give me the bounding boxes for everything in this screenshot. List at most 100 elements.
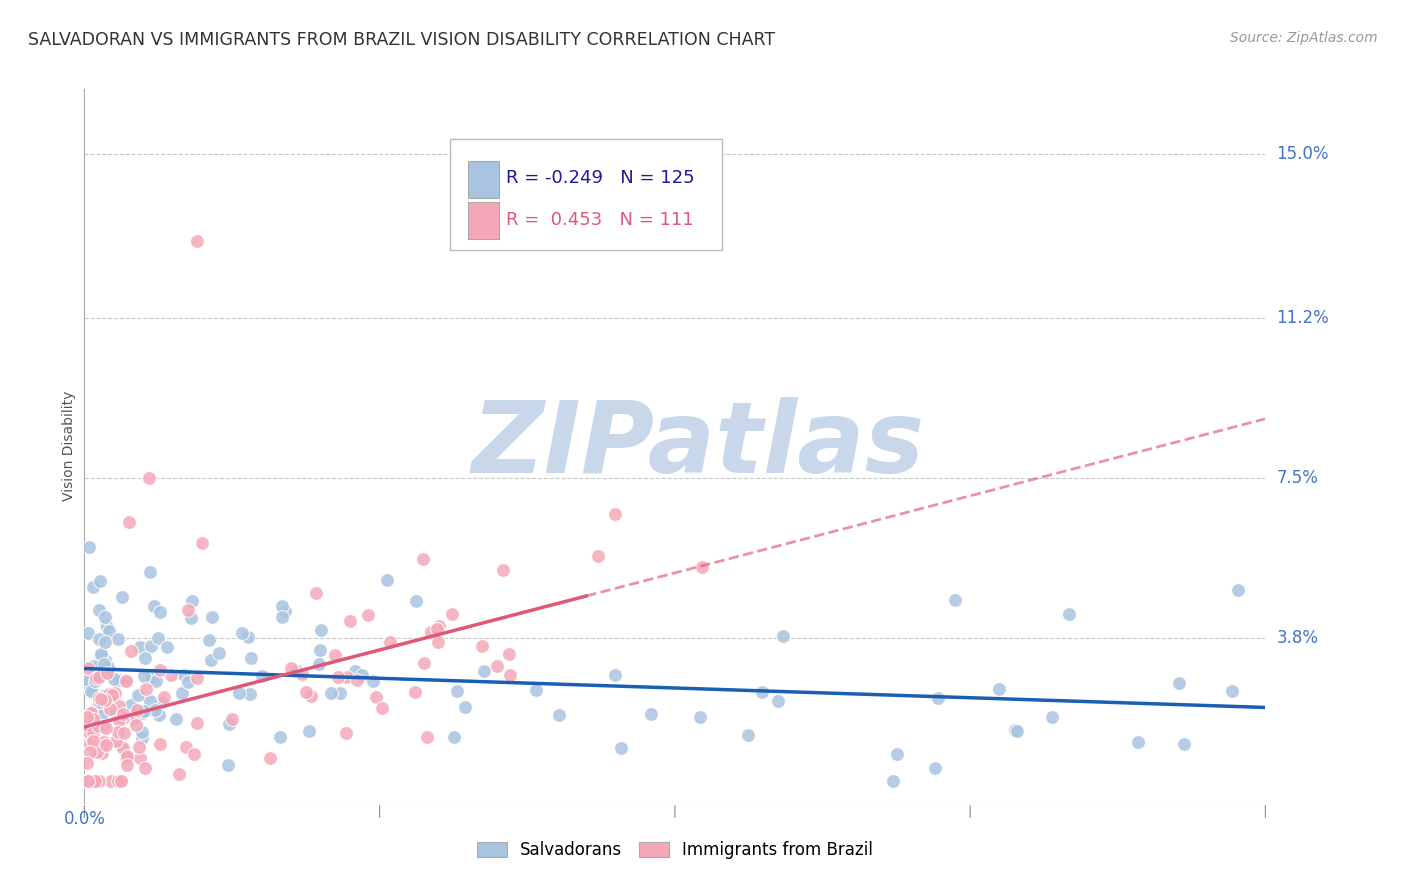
Point — [988, 682, 1011, 697]
Point — [141, 670, 163, 684]
FancyBboxPatch shape — [468, 161, 499, 198]
Point — [76, 774, 98, 789]
Point — [427, 619, 450, 633]
Point — [228, 686, 250, 700]
Point — [89, 603, 111, 617]
Point — [114, 673, 136, 687]
Point — [94, 653, 117, 667]
Point — [180, 610, 202, 624]
Point — [153, 690, 176, 704]
Text: 11.2%: 11.2% — [1277, 310, 1329, 327]
Point — [236, 630, 259, 644]
Point — [772, 629, 794, 643]
Point — [120, 698, 142, 713]
Point — [270, 730, 292, 744]
Point — [412, 552, 434, 566]
Point — [107, 725, 129, 739]
Point — [766, 694, 789, 708]
Point — [1059, 607, 1081, 621]
Point — [149, 737, 172, 751]
Legend: Salvadorans, Immigrants from Brazil: Salvadorans, Immigrants from Brazil — [470, 835, 880, 866]
Point — [108, 713, 131, 727]
Point — [112, 707, 135, 722]
Point — [170, 686, 193, 700]
Point — [181, 594, 204, 608]
Point — [132, 669, 155, 683]
Point — [886, 747, 908, 762]
Point — [89, 774, 111, 789]
Point — [404, 685, 426, 699]
Point — [76, 711, 98, 725]
Point — [96, 666, 118, 681]
Point — [186, 716, 208, 731]
Point — [98, 702, 121, 716]
Point — [91, 717, 114, 731]
Point — [76, 756, 98, 771]
Point — [492, 563, 515, 577]
Point — [1227, 582, 1250, 597]
Point — [80, 706, 103, 720]
Point — [150, 695, 173, 709]
Point — [77, 725, 100, 739]
Point — [191, 536, 214, 550]
Text: SALVADORAN VS IMMIGRANTS FROM BRAZIL VISION DISABILITY CORRELATION CHART: SALVADORAN VS IMMIGRANTS FROM BRAZIL VIS… — [28, 31, 775, 49]
Point — [156, 640, 179, 654]
Point — [239, 687, 262, 701]
Point — [378, 635, 401, 649]
Point — [336, 670, 359, 684]
Point — [93, 657, 115, 671]
Point — [84, 671, 107, 685]
Point — [346, 673, 368, 688]
Text: 0.0%: 0.0% — [63, 810, 105, 828]
Point — [308, 643, 330, 657]
Point — [89, 574, 111, 589]
Point — [603, 508, 626, 522]
Point — [240, 651, 263, 665]
Point — [82, 686, 104, 700]
Point — [326, 670, 349, 684]
Point — [77, 717, 100, 731]
Point — [943, 593, 966, 607]
Point — [425, 623, 447, 637]
Point — [427, 634, 450, 648]
Point — [339, 615, 361, 629]
Point — [128, 739, 150, 754]
Point — [93, 734, 115, 748]
Point — [218, 717, 240, 731]
Point — [737, 728, 759, 742]
Point — [148, 707, 170, 722]
Point — [308, 657, 330, 671]
Point — [270, 609, 292, 624]
Point — [143, 599, 166, 614]
Point — [97, 624, 120, 639]
Point — [524, 683, 547, 698]
Point — [132, 704, 155, 718]
Point — [603, 668, 626, 682]
Point — [79, 737, 101, 751]
Point — [83, 711, 105, 725]
Point — [118, 515, 141, 529]
Point — [167, 767, 190, 781]
Point — [91, 746, 114, 760]
Point — [329, 686, 352, 700]
Point — [689, 709, 711, 723]
Point — [82, 726, 104, 740]
Point — [183, 747, 205, 761]
Point — [323, 648, 346, 663]
Point — [86, 745, 108, 759]
Point — [221, 712, 243, 726]
Y-axis label: Vision Disability: Vision Disability — [62, 391, 76, 501]
Point — [127, 702, 149, 716]
Point — [420, 625, 443, 640]
Point — [231, 626, 253, 640]
Point — [112, 711, 135, 725]
Point — [305, 585, 328, 599]
Point — [454, 700, 477, 714]
Point — [201, 610, 224, 624]
Point — [139, 639, 162, 653]
Point — [174, 740, 197, 755]
Point — [84, 674, 107, 689]
Point — [471, 639, 494, 653]
Point — [120, 644, 142, 658]
Point — [82, 774, 104, 789]
